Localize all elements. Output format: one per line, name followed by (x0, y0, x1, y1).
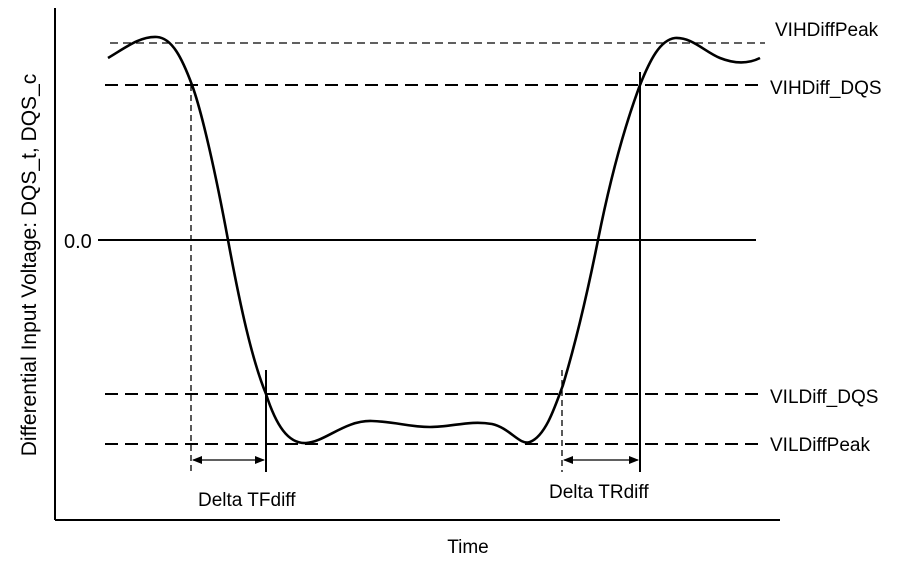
y-axis-label: Differential Input Voltage: DQS_t, DQS_c (18, 74, 41, 456)
rise-interval-label: Delta TRdiff (549, 482, 649, 503)
zero-label: 0.0 (64, 231, 92, 253)
fall-interval-label: Delta TFdiff (198, 490, 296, 511)
dqs-waveform (107, 35, 761, 445)
vih-peak-label: VIHDiffPeak (775, 20, 879, 41)
x-axis-label: Time (447, 537, 489, 558)
vih-dqs-label: VIHDiff_DQS (770, 78, 882, 99)
vil-dqs-label: VILDiff_DQS (770, 387, 878, 408)
vil-peak-label: VILDiffPeak (770, 435, 870, 456)
